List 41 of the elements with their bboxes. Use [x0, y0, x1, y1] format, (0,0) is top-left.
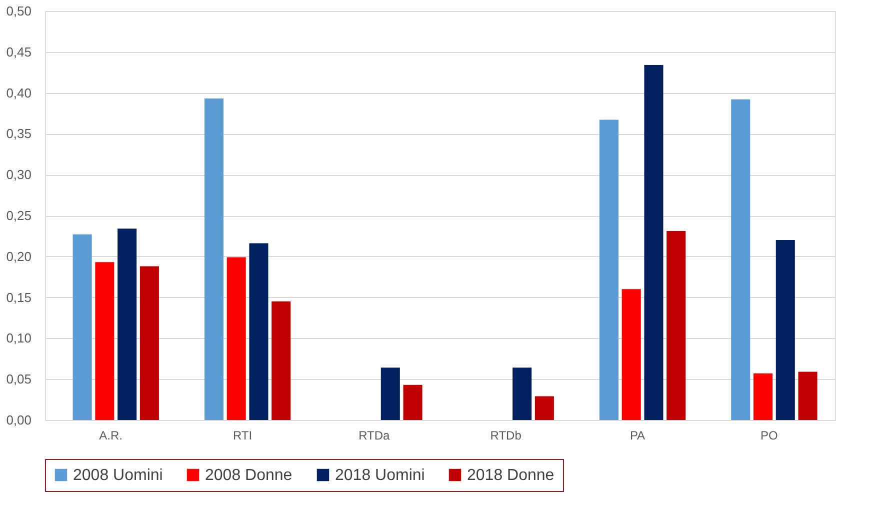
bar — [622, 289, 641, 420]
y-tick-label: 0,15 — [6, 290, 32, 305]
y-tick-label: 0,05 — [6, 372, 32, 387]
x-tick-label: RTI — [232, 428, 252, 442]
x-tick-label: PA — [630, 428, 646, 442]
bar — [731, 99, 750, 420]
x-tick-label: A.R. — [99, 428, 123, 442]
bar — [272, 301, 291, 420]
bar — [798, 372, 818, 420]
bar — [644, 64, 664, 420]
bar — [226, 257, 246, 420]
bar — [72, 234, 92, 420]
y-tick-label: 0,35 — [6, 126, 32, 142]
y-tick-label: 0,30 — [6, 167, 32, 182]
bar — [380, 368, 400, 420]
y-tick-label: 0,50 — [6, 4, 32, 18]
bar — [204, 98, 224, 420]
x-tick-label: RTDb — [490, 428, 522, 442]
y-tick-label: 0,40 — [6, 85, 32, 100]
legend-label: 2008 Donne — [205, 467, 292, 484]
bar — [249, 243, 268, 420]
y-tick-label: 0,20 — [6, 248, 32, 264]
bar — [118, 228, 137, 420]
legend-label: 2018 Donne — [467, 467, 554, 484]
bar — [754, 373, 773, 420]
y-tick-label: 0,10 — [6, 330, 32, 346]
legend-label: 2018 Uomini — [335, 467, 425, 484]
bar — [776, 240, 795, 420]
bar — [403, 384, 422, 420]
bar — [666, 231, 686, 420]
y-tick-label: 0,45 — [6, 44, 32, 60]
x-tick-label: PO — [760, 428, 778, 442]
bar — [512, 368, 532, 420]
legend-label: 2008 Uomini — [73, 467, 163, 484]
y-tick-label: 0,25 — [6, 208, 32, 223]
bar — [95, 262, 114, 420]
y-tick-label: 0,00 — [6, 412, 32, 428]
bar — [140, 266, 159, 420]
bar — [534, 396, 554, 420]
bar — [599, 120, 618, 420]
x-tick-label: RTDa — [358, 428, 390, 442]
